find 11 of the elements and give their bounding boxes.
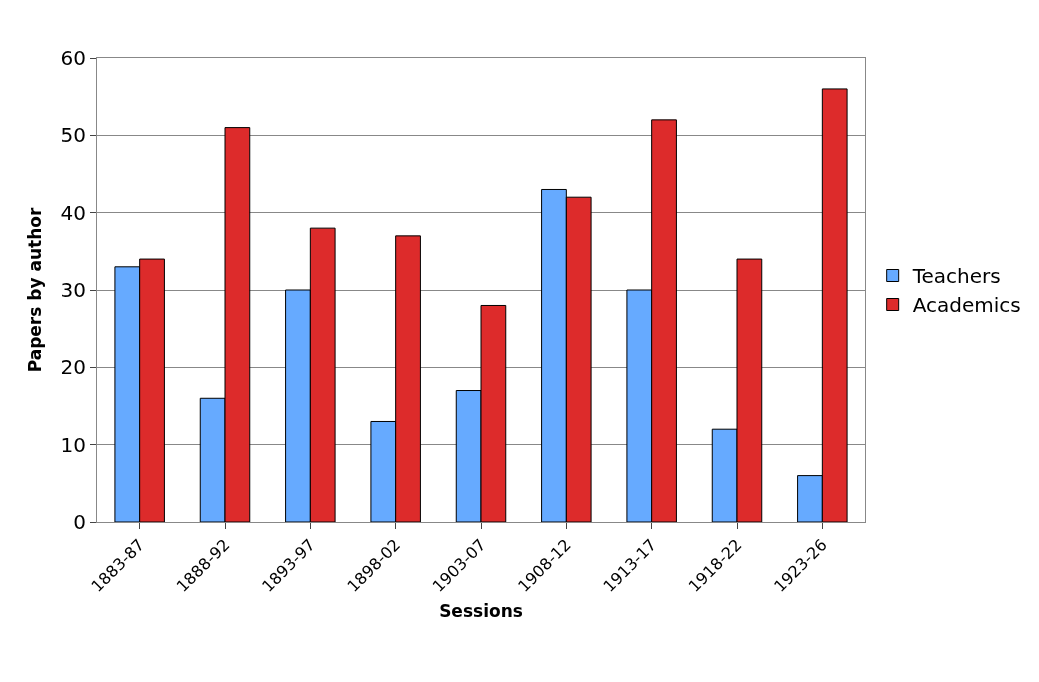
legend-label: Teachers — [911, 264, 1001, 289]
legend-label: Academics — [912, 293, 1021, 318]
y-tick-label: 10 — [60, 432, 86, 457]
y-tick-label: 30 — [60, 278, 86, 302]
y-tick-label: 40 — [60, 200, 86, 225]
y-tick-label: 20 — [60, 355, 86, 380]
y-axis-title: Papers by author — [25, 207, 46, 373]
y-tick-label: 50 — [60, 123, 86, 148]
x-axis-title: Sessions — [439, 601, 523, 622]
y-tick-label: 0 — [73, 510, 86, 534]
y-tick-label: 60 — [60, 46, 86, 70]
